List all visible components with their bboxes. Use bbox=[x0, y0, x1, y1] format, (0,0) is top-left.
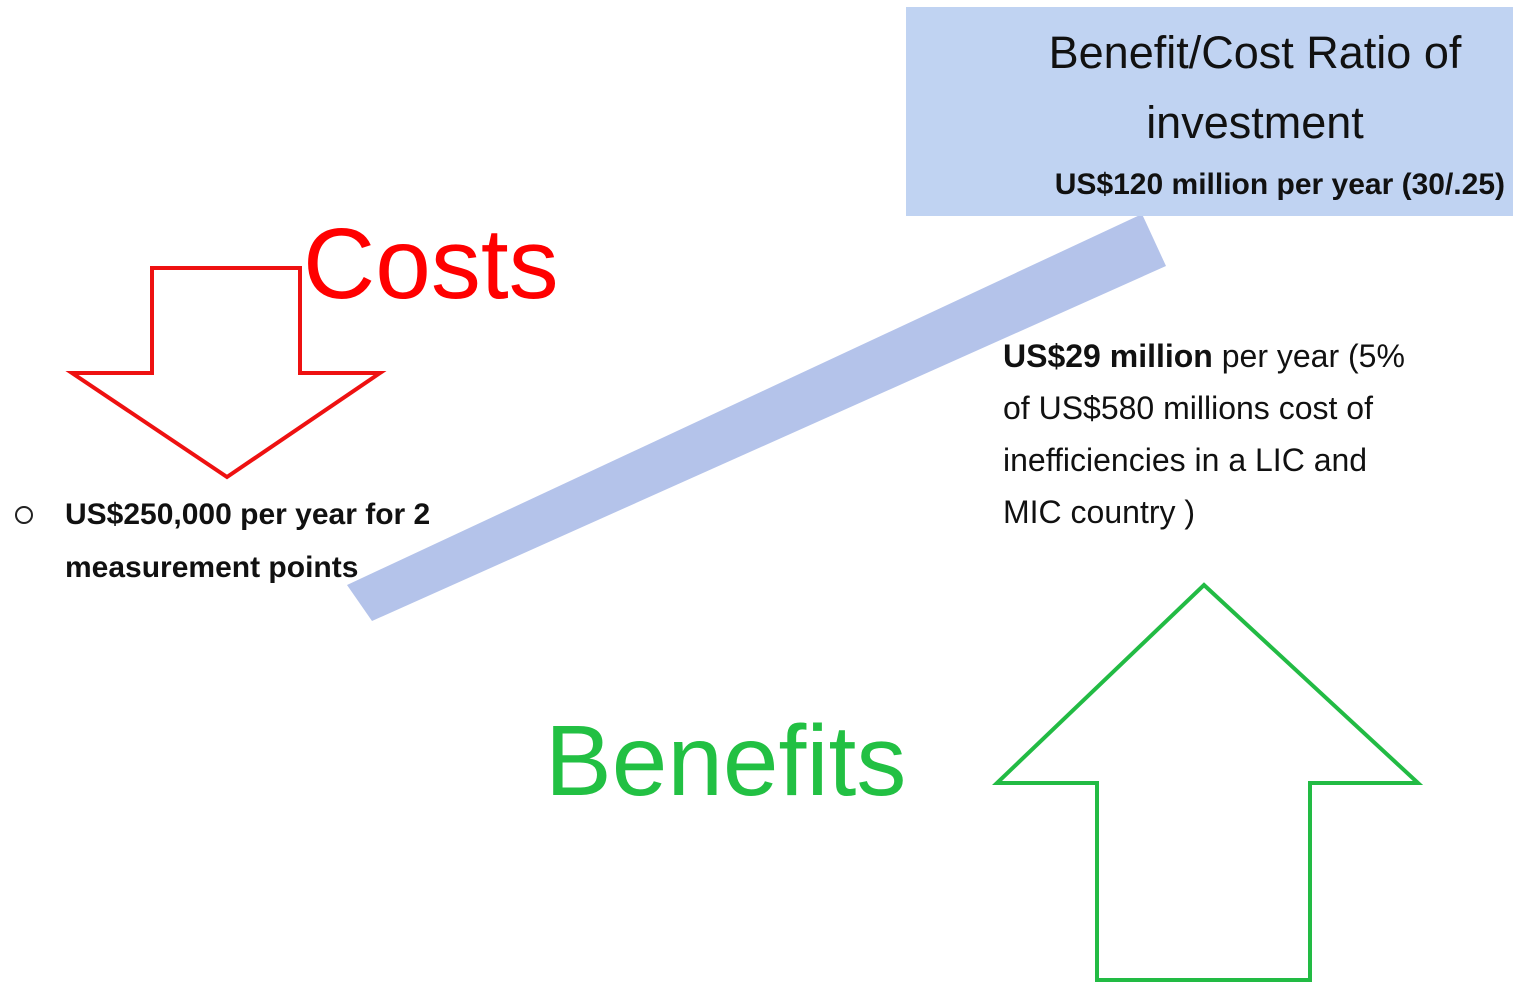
benefits-arrow bbox=[992, 582, 1424, 982]
benefits-text: US$29 million per year (5% bbox=[1003, 338, 1405, 374]
ratio-box bbox=[906, 7, 1513, 216]
box-title: investment bbox=[1146, 97, 1364, 148]
benefits-text: inefficiencies in a LIC and bbox=[1003, 442, 1367, 478]
costs-arrow bbox=[65, 266, 387, 480]
costs-label: Costs bbox=[303, 208, 559, 320]
benefits-label: Benefits bbox=[545, 705, 906, 817]
benefits-line: per year (5% bbox=[1222, 338, 1405, 374]
connector-bar bbox=[347, 214, 1166, 621]
costs-text: US$250,000 per year for 2 bbox=[65, 498, 430, 531]
box-title: Benefit/Cost Ratio of bbox=[1049, 27, 1462, 78]
benefits-lead: US$29 million bbox=[1003, 338, 1213, 374]
costs-text: measurement points bbox=[65, 551, 358, 584]
ratio-line: US$120 million per year (30/.25) bbox=[1055, 168, 1505, 201]
bullet bbox=[15, 506, 33, 524]
benefits-text: of US$580 millions cost of bbox=[1003, 390, 1373, 426]
ratio: US$120 million per year bbox=[1055, 168, 1394, 201]
benefits-text: MIC country ) bbox=[1003, 494, 1195, 530]
formula: (30/.25) bbox=[1402, 168, 1505, 201]
